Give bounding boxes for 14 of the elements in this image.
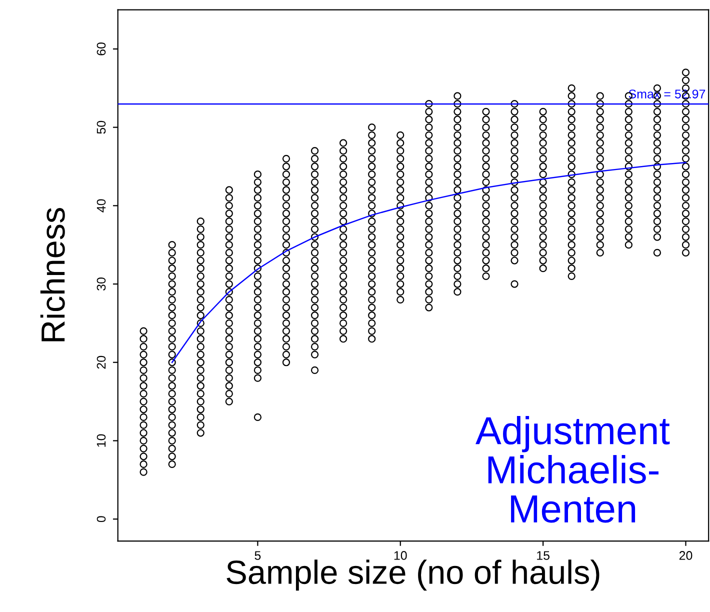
y-tick-label: 40 [96, 199, 106, 212]
x-axis-title: Sample size (no of hauls) [226, 560, 600, 591]
x-tick-label: 5 [254, 551, 261, 560]
y-tick-label: 30 [96, 278, 106, 290]
x-tick-label: 15 [537, 551, 550, 560]
annotation: Adjustment Michaelis- Menten [476, 416, 670, 523]
y-tick-label: 60 [96, 42, 106, 56]
y-tick-label: 20 [96, 356, 106, 369]
y-tick-label: 0 [96, 516, 106, 522]
y-tick-label: 10 [96, 434, 106, 447]
x-tick-label: 10 [394, 551, 407, 560]
y-tick-label: 50 [96, 120, 106, 134]
y-axis-title: Richness [40, 208, 65, 342]
x-tick-label: 20 [679, 551, 692, 560]
